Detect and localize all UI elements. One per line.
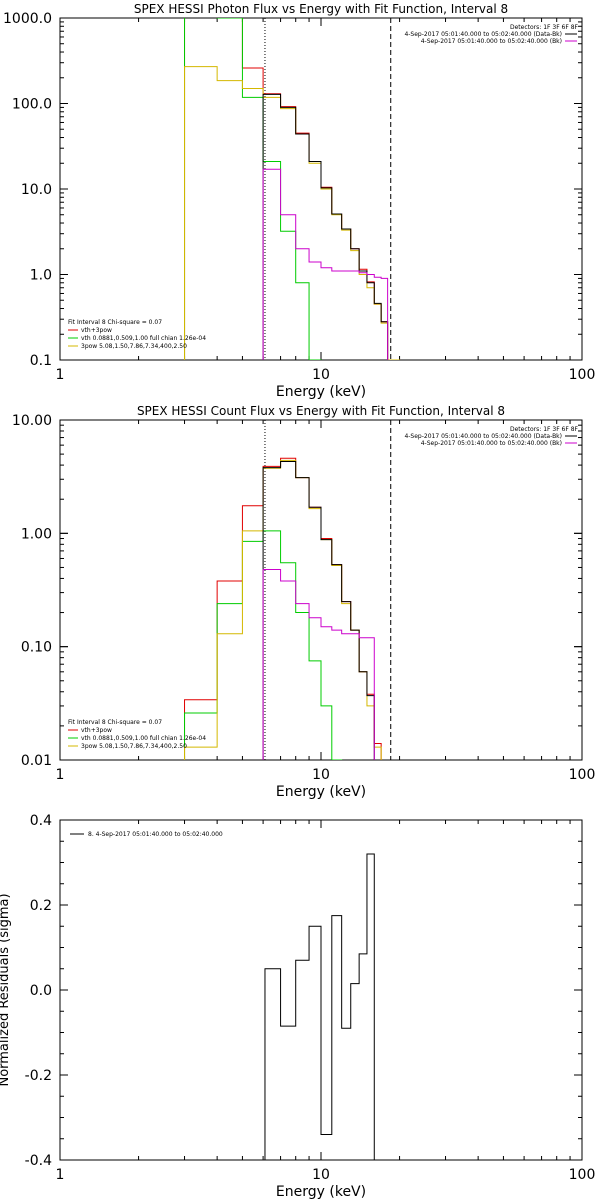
series-line-3 bbox=[184, 459, 382, 760]
y-tick-label: 0.10 bbox=[21, 640, 52, 656]
plot-area bbox=[184, 18, 401, 360]
legend-right-label: 4-Sep-2017 05:01:40.000 to 05:02:40.000 … bbox=[421, 38, 562, 45]
y-axis-label: Normalized Residuals (sigma) bbox=[0, 893, 12, 1086]
legend-left-label: 3pow 5.08,1.50,7.86,7.34,400,2.50 bbox=[81, 743, 187, 750]
legend-left-header: Fit Interval 8 Chi-square = 0.07 bbox=[68, 319, 162, 326]
y-tick-label: 10.00 bbox=[12, 413, 52, 429]
plot-area bbox=[184, 420, 392, 760]
legend-right-label: 4-Sep-2017 05:01:40.000 to 05:02:40.000 … bbox=[404, 433, 562, 440]
y-tick-label: 10.0 bbox=[21, 182, 52, 198]
y-tick-label: 0.01 bbox=[21, 753, 52, 769]
x-tick-label: 10 bbox=[312, 367, 330, 383]
y-tick-label: 0.4 bbox=[30, 813, 52, 829]
plot-area bbox=[264, 853, 375, 1160]
legend-right-label: 4-Sep-2017 05:01:40.000 to 05:02:40.000 … bbox=[421, 440, 562, 447]
legend-left-label: vth 0.0881,0.509,1.00 full chian 1.26e-0… bbox=[81, 735, 206, 742]
x-tick-label: 1 bbox=[56, 767, 65, 783]
y-tick-label: 0.2 bbox=[30, 898, 52, 914]
legend-right-header: Detectors: 1F 3F 6F 8F bbox=[510, 426, 579, 433]
y-tick-label: 0.0 bbox=[30, 983, 52, 999]
y-tick-label: 100.0 bbox=[12, 97, 52, 113]
x-axis-label: Energy (keV) bbox=[276, 1184, 366, 1200]
plot-frame bbox=[59, 419, 583, 761]
x-tick-label: 100 bbox=[569, 367, 596, 383]
legend-left-label: vth+3pow bbox=[81, 727, 112, 734]
chart-panel-2: SPEX HESSI Count Flux vs Energy with Fit… bbox=[12, 404, 595, 800]
series-line-4 bbox=[262, 93, 389, 360]
series-line-4 bbox=[262, 461, 375, 760]
series-line-5 bbox=[262, 568, 375, 760]
chart-title: SPEX HESSI Photon Flux vs Energy with Fi… bbox=[134, 2, 508, 16]
legend-left-label: vth 0.0881,0.509,1.00 full chian 1.26e-0… bbox=[81, 335, 206, 342]
y-tick-label: -0.2 bbox=[25, 1068, 52, 1084]
series-line-2 bbox=[184, 530, 343, 760]
series-line-1 bbox=[264, 853, 375, 1160]
x-tick-label: 100 bbox=[569, 1167, 596, 1183]
x-tick-label: 10 bbox=[312, 1167, 330, 1183]
series-line-2 bbox=[184, 18, 322, 360]
chart-panel-1: SPEX HESSI Photon Flux vs Energy with Fi… bbox=[3, 2, 595, 400]
chart-panel-3: 1 10 100 Energy (keV) -0.4 -0.2 0.0 0.2 0.4 Norma… bbox=[0, 813, 595, 1200]
y-tick-label: 1.00 bbox=[21, 526, 52, 542]
legend-right-label: 4-Sep-2017 05:01:40.000 to 05:02:40.000 … bbox=[404, 31, 562, 38]
legend-label: 8. 4-Sep-2017 05:01:40.000 to 05:02:40.0… bbox=[88, 831, 223, 838]
x-axis-label: Energy (keV) bbox=[276, 384, 366, 400]
y-tick-label: -0.4 bbox=[25, 1153, 52, 1169]
chart-title: SPEX HESSI Count Flux vs Energy with Fit… bbox=[137, 404, 505, 418]
legend-left-header: Fit Interval 8 Chi-square = 0.07 bbox=[68, 719, 162, 726]
x-tick-label: 100 bbox=[569, 767, 596, 783]
legend-left-label: 3pow 5.08,1.50,7.86,7.34,400,2.50 bbox=[81, 343, 187, 350]
y-tick-label: 1.0 bbox=[30, 268, 52, 284]
y-tick-label: 1000.0 bbox=[3, 11, 52, 27]
legend-right-header: Detectors: 1F 3F 6F 8F bbox=[510, 24, 579, 31]
series-line-5 bbox=[262, 168, 389, 360]
x-tick-label: 1 bbox=[56, 1167, 65, 1183]
x-tick-label: 1 bbox=[56, 367, 65, 383]
x-tick-label: 10 bbox=[312, 767, 330, 783]
x-axis-label: Energy (keV) bbox=[276, 784, 366, 800]
y-tick-label: 0.1 bbox=[30, 353, 52, 369]
series-line-1 bbox=[184, 457, 382, 760]
legend-left-label: vth+3pow bbox=[81, 327, 112, 334]
